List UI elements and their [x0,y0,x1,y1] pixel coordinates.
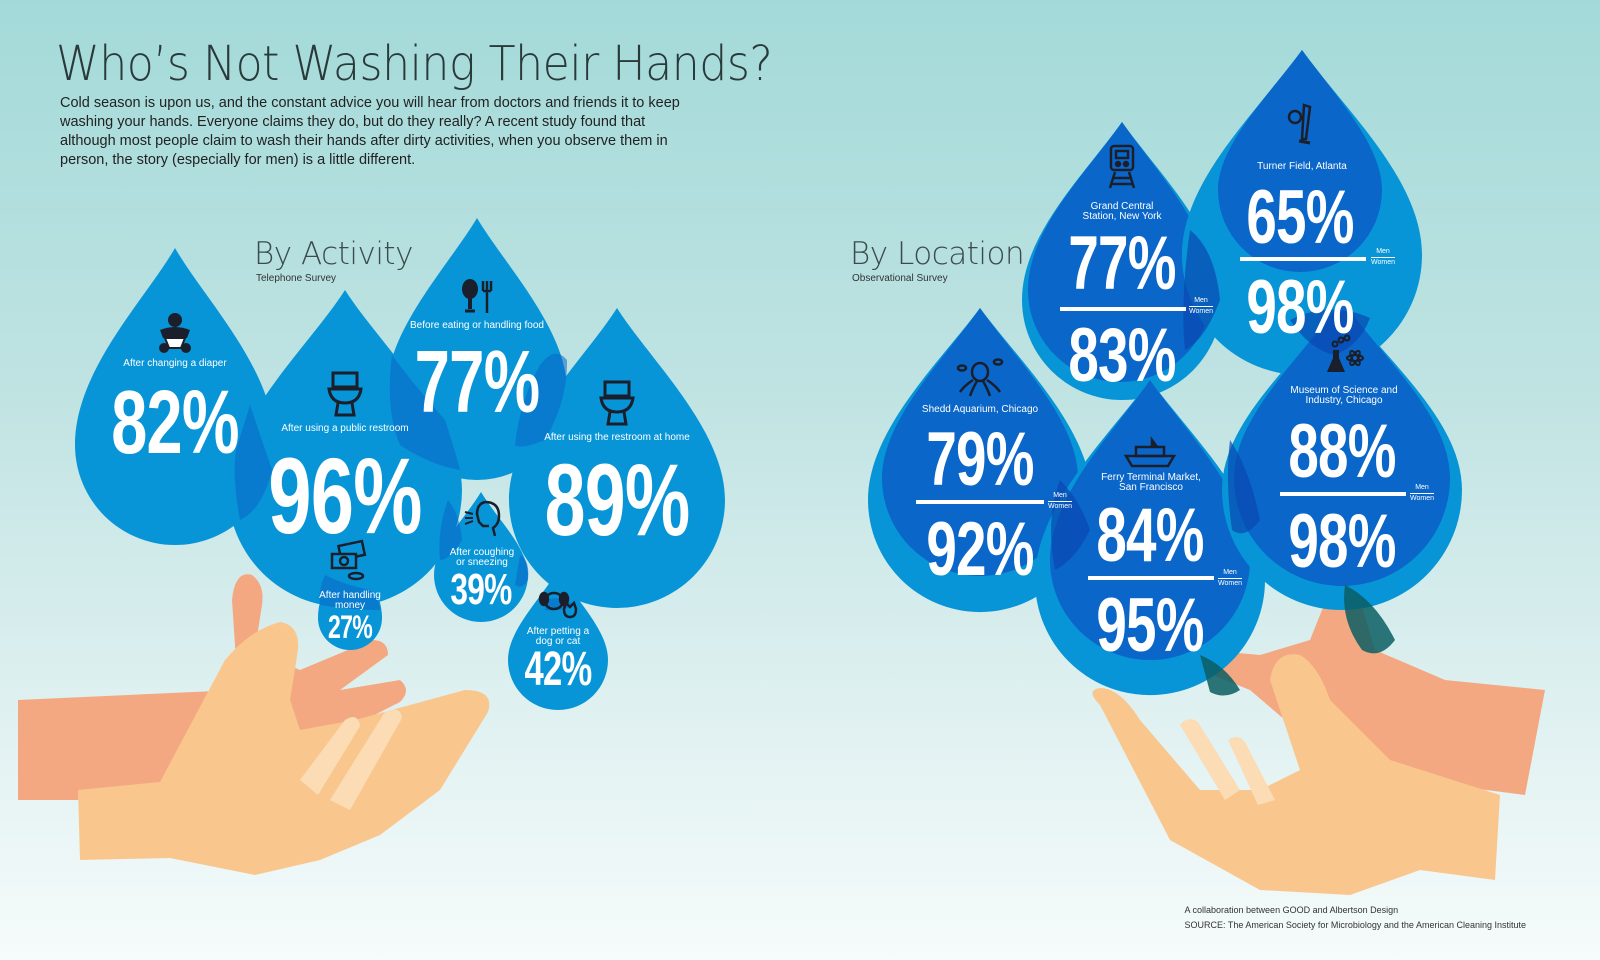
credit-line: A collaboration between GOOD and Alberts… [1184,905,1399,915]
toilet-icon [327,371,363,417]
section-title-location: By Location [850,236,1025,272]
men-women-legend: Men Women [1189,297,1213,315]
men-value: 77% [1068,221,1176,306]
sneeze-icon [464,500,501,537]
activity-value: 82% [111,373,239,473]
flask-atom-icon [1327,334,1364,372]
right-hands-illustration [1092,584,1545,895]
location-label: Museum of Science and Industry, Chicago [1290,385,1398,406]
drop-pet [508,570,608,710]
men-women-legend: Men Women [1218,569,1242,587]
section-subtitle-activity: Telephone Survey [256,273,337,284]
divider [1088,576,1214,580]
location-drops [867,50,1462,696]
location-label: Turner Field, Atlanta [1257,161,1347,172]
activity-label: After changing a diaper [123,358,227,369]
activity-label: After petting a dog or cat [526,626,590,647]
divider [1240,257,1366,261]
intro-paragraph: Cold season is upon us, and the constant… [60,95,680,168]
men-value: 84% [1096,493,1204,578]
divider [1280,492,1406,496]
activity-value: 96% [268,435,422,556]
men-women-legend: Men Women [1048,492,1072,510]
footer-credits: A collaboration between GOOD and Alberts… [1185,903,1527,933]
drumstick-fork-icon [462,279,493,313]
source-line: SOURCE: The American Society for Microbi… [1184,920,1527,930]
activity-value: 77% [414,332,540,431]
left-hands-illustration [18,574,490,875]
activity-label: After handling money [319,590,381,611]
activity-overlaps [234,353,575,611]
activity-value: 39% [450,565,512,614]
section-title-activity: By Activity [254,236,413,272]
section-subtitle-location: Observational Survey [852,273,948,284]
octopus-icon [956,358,1004,397]
money-icon [330,539,367,581]
men-value: 88% [1288,409,1396,494]
page-title: Who’s Not Washing Their Hands? [56,36,773,92]
location-label: Shedd Aquarium, Chicago [921,404,1039,415]
women-value: 95% [1096,583,1204,668]
women-value: 98% [1288,499,1396,584]
drop-cough [434,492,528,622]
activity-value: 27% [328,609,373,645]
women-value: 98% [1246,265,1354,350]
divider [916,500,1044,504]
dog-cat-icon [538,591,578,619]
activity-label: After coughing or sneezing [449,547,515,568]
activity-value: 42% [524,643,592,696]
toilet-icon [599,380,635,426]
activity-value: 89% [544,443,691,557]
men-value: 79% [926,417,1034,502]
women-value: 92% [926,507,1034,592]
baby-diaper-icon [159,313,191,353]
baseball-bat-icon [1287,103,1312,145]
men-women-legend: Men Women [1410,484,1434,502]
activity-label: Before eating or handling food [410,320,544,331]
women-value: 83% [1068,313,1176,398]
divider [1060,307,1186,311]
men-women-legend: Men Women [1371,248,1395,266]
location-label: Grand Central Station, New York [1082,201,1162,222]
location-label: Ferry Terminal Market, San Francisco [1101,472,1201,493]
ferry-icon [1123,436,1177,468]
activity-label: After using the restroom at home [544,432,690,443]
drop-diaper [75,248,275,545]
activity-label: After using a public restroom [281,423,409,434]
men-value: 65% [1246,175,1354,260]
train-icon [1108,144,1136,189]
